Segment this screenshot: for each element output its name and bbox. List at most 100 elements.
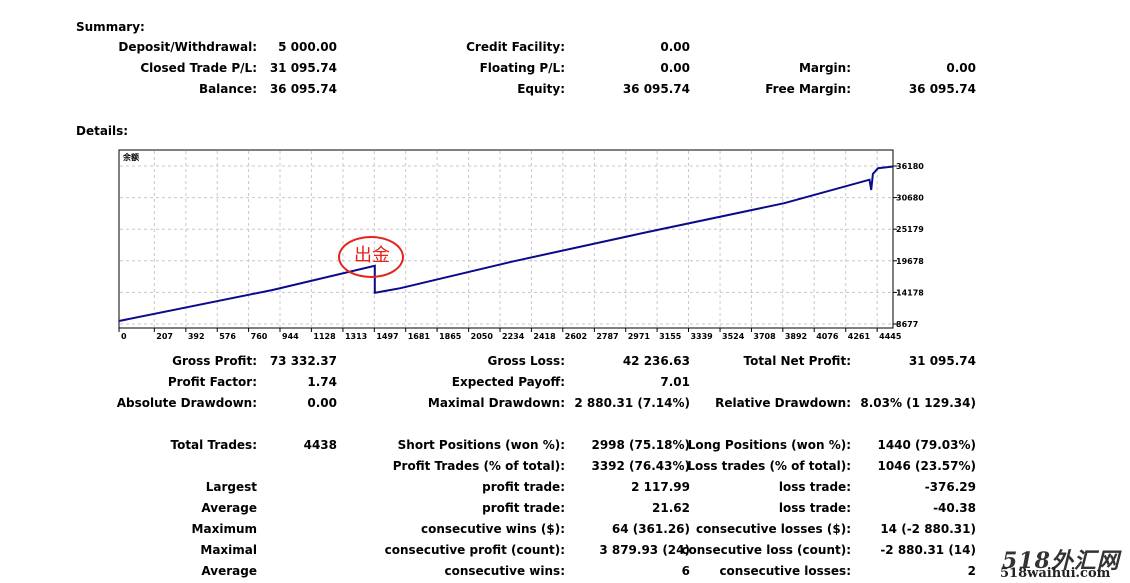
balance-value: 36 095.74 bbox=[269, 82, 337, 96]
chart-x-tick-label: 207 bbox=[156, 332, 173, 341]
chart-x-tick-label: 4076 bbox=[816, 332, 839, 341]
floating-label: Floating P/L: bbox=[479, 61, 565, 75]
max-drawdown-label: Maximal Drawdown: bbox=[427, 396, 565, 410]
long-positions-label: Long Positions (won %): bbox=[687, 438, 851, 452]
avg-cons-wins-label: consecutive wins: bbox=[444, 564, 565, 578]
largest-label: Largest bbox=[205, 480, 257, 494]
total-net-label: Total Net Profit: bbox=[743, 354, 851, 368]
short-positions-value: 2998 (75.18%) bbox=[591, 438, 690, 452]
chart-x-tick-label: 2787 bbox=[596, 332, 618, 341]
maximal-profit-value: 3 879.93 (24) bbox=[599, 543, 690, 557]
abs-drawdown-label: Absolute Drawdown: bbox=[116, 396, 257, 410]
free-margin-label: Free Margin: bbox=[765, 82, 851, 96]
max-cons-wins-label: consecutive wins ($): bbox=[420, 522, 565, 536]
rel-drawdown-value: 8.03% (1 129.34) bbox=[860, 396, 976, 410]
equity-value: 36 095.74 bbox=[622, 82, 690, 96]
chart-x-tick-label: 3708 bbox=[753, 332, 776, 341]
chart-x-tick-label: 3155 bbox=[659, 332, 682, 341]
maximal-loss-value: -2 880.31 (14) bbox=[880, 543, 976, 557]
chart-y-tick-label: 14178 bbox=[896, 288, 924, 297]
margin-label: Margin: bbox=[798, 61, 851, 75]
deposit-value: 5 000.00 bbox=[278, 40, 337, 54]
chart-x-tick-label: 1128 bbox=[313, 332, 336, 341]
largest-loss-value: -376.29 bbox=[924, 480, 976, 494]
chart-x-tick-label: 2971 bbox=[628, 332, 651, 341]
watermark-logo: 518外汇网 bbox=[1002, 548, 1120, 574]
expected-payoff-label: Expected Payoff: bbox=[451, 375, 565, 389]
total-trades-label: Total Trades: bbox=[170, 438, 257, 452]
total-net-value: 31 095.74 bbox=[908, 354, 976, 368]
chart-plot-area bbox=[118, 149, 894, 329]
average-profit-label: profit trade: bbox=[482, 501, 565, 515]
average-profit-value: 21.62 bbox=[652, 501, 690, 515]
total-trades-value: 4438 bbox=[303, 438, 337, 452]
closed-pl-value: 31 095.74 bbox=[269, 61, 337, 75]
chart-x-tick-label: 3892 bbox=[785, 332, 807, 341]
gross-loss-label: Gross Loss: bbox=[487, 354, 565, 368]
chart-y-tick-label: 19678 bbox=[896, 257, 924, 266]
rel-drawdown-label: Relative Drawdown: bbox=[715, 396, 851, 410]
average-label: Average bbox=[201, 501, 257, 515]
chart-x-tick-label: 3339 bbox=[690, 332, 713, 341]
expected-payoff-value: 7.01 bbox=[660, 375, 690, 389]
chart-y-tick-label: 36180 bbox=[896, 162, 924, 171]
chart-x-tick-label: 1497 bbox=[376, 332, 398, 341]
max-cons-wins-value: 64 (361.26) bbox=[611, 522, 690, 536]
largest-loss-label: loss trade: bbox=[778, 480, 851, 494]
chart-x-tick-label: 4261 bbox=[848, 332, 871, 341]
average-loss-value: -40.38 bbox=[933, 501, 976, 515]
details-title: Details: bbox=[76, 124, 129, 138]
equity-label: Equity: bbox=[517, 82, 565, 96]
average2-label: Average bbox=[201, 564, 257, 578]
profit-trades-label: Profit Trades (% of total): bbox=[392, 459, 565, 473]
max-cons-losses-label: consecutive losses ($): bbox=[695, 522, 851, 536]
profit-factor-label: Profit Factor: bbox=[167, 375, 257, 389]
profit-trades-value: 3392 (76.43%) bbox=[591, 459, 690, 473]
margin-value: 0.00 bbox=[946, 61, 976, 75]
chart-x-tick-label: 2050 bbox=[471, 332, 494, 341]
gross-loss-value: 42 236.63 bbox=[622, 354, 690, 368]
maximum-label: Maximum bbox=[191, 522, 257, 536]
gross-profit-value: 73 332.37 bbox=[269, 354, 337, 368]
chart-x-tick-label: 1681 bbox=[408, 332, 431, 341]
free-margin-value: 36 095.74 bbox=[908, 82, 976, 96]
average-loss-label: loss trade: bbox=[778, 501, 851, 515]
largest-profit-value: 2 117.99 bbox=[631, 480, 690, 494]
loss-trades-value: 1046 (23.57%) bbox=[877, 459, 976, 473]
credit-value: 0.00 bbox=[660, 40, 690, 54]
abs-drawdown-value: 0.00 bbox=[307, 396, 337, 410]
avg-cons-wins-value: 6 bbox=[681, 564, 690, 578]
chart-x-tick-label: 2234 bbox=[502, 332, 525, 341]
chart-x-tick-label: 576 bbox=[219, 332, 236, 341]
chart-y-tick-label: 25179 bbox=[896, 225, 924, 234]
maximal-profit-label: consecutive profit (count): bbox=[384, 543, 565, 557]
avg-cons-losses-value: 2 bbox=[967, 564, 976, 578]
avg-cons-losses-label: consecutive losses: bbox=[719, 564, 851, 578]
chart-y-tick-label: 30680 bbox=[896, 194, 924, 203]
gross-profit-label: Gross Profit: bbox=[172, 354, 257, 368]
maximal-loss-label: consecutive loss (count): bbox=[681, 543, 851, 557]
chart-x-tick-label: 4445 bbox=[879, 332, 902, 341]
chart-x-tick-label: 760 bbox=[251, 332, 268, 341]
annotation-text: 出金 bbox=[354, 245, 390, 266]
chart-x-tick-label: 2602 bbox=[565, 332, 587, 341]
max-drawdown-value: 2 880.31 (7.14%) bbox=[574, 396, 690, 410]
closed-pl-label: Closed Trade P/L: bbox=[140, 61, 257, 75]
credit-label: Credit Facility: bbox=[466, 40, 565, 54]
loss-trades-label: Loss trades (% of total): bbox=[687, 459, 851, 473]
chart-y-tick-label: 8677 bbox=[896, 320, 918, 329]
chart-x-tick-label: 3524 bbox=[722, 332, 745, 341]
floating-value: 0.00 bbox=[660, 61, 690, 75]
chart-x-tick-label: 1313 bbox=[345, 332, 367, 341]
chart-x-tick-label: 1865 bbox=[439, 332, 462, 341]
chart-title: 余额 bbox=[122, 152, 139, 162]
short-positions-label: Short Positions (won %): bbox=[397, 438, 565, 452]
annotation-circle bbox=[338, 236, 404, 278]
chart-x-tick-label: 944 bbox=[282, 332, 299, 341]
summary-title: Summary: bbox=[76, 20, 145, 34]
largest-profit-label: profit trade: bbox=[482, 480, 565, 494]
deposit-label: Deposit/Withdrawal: bbox=[118, 40, 257, 54]
max-cons-losses-value: 14 (-2 880.31) bbox=[880, 522, 976, 536]
chart-x-tick-label: 0 bbox=[121, 332, 127, 341]
maximal-label: Maximal bbox=[200, 543, 257, 557]
